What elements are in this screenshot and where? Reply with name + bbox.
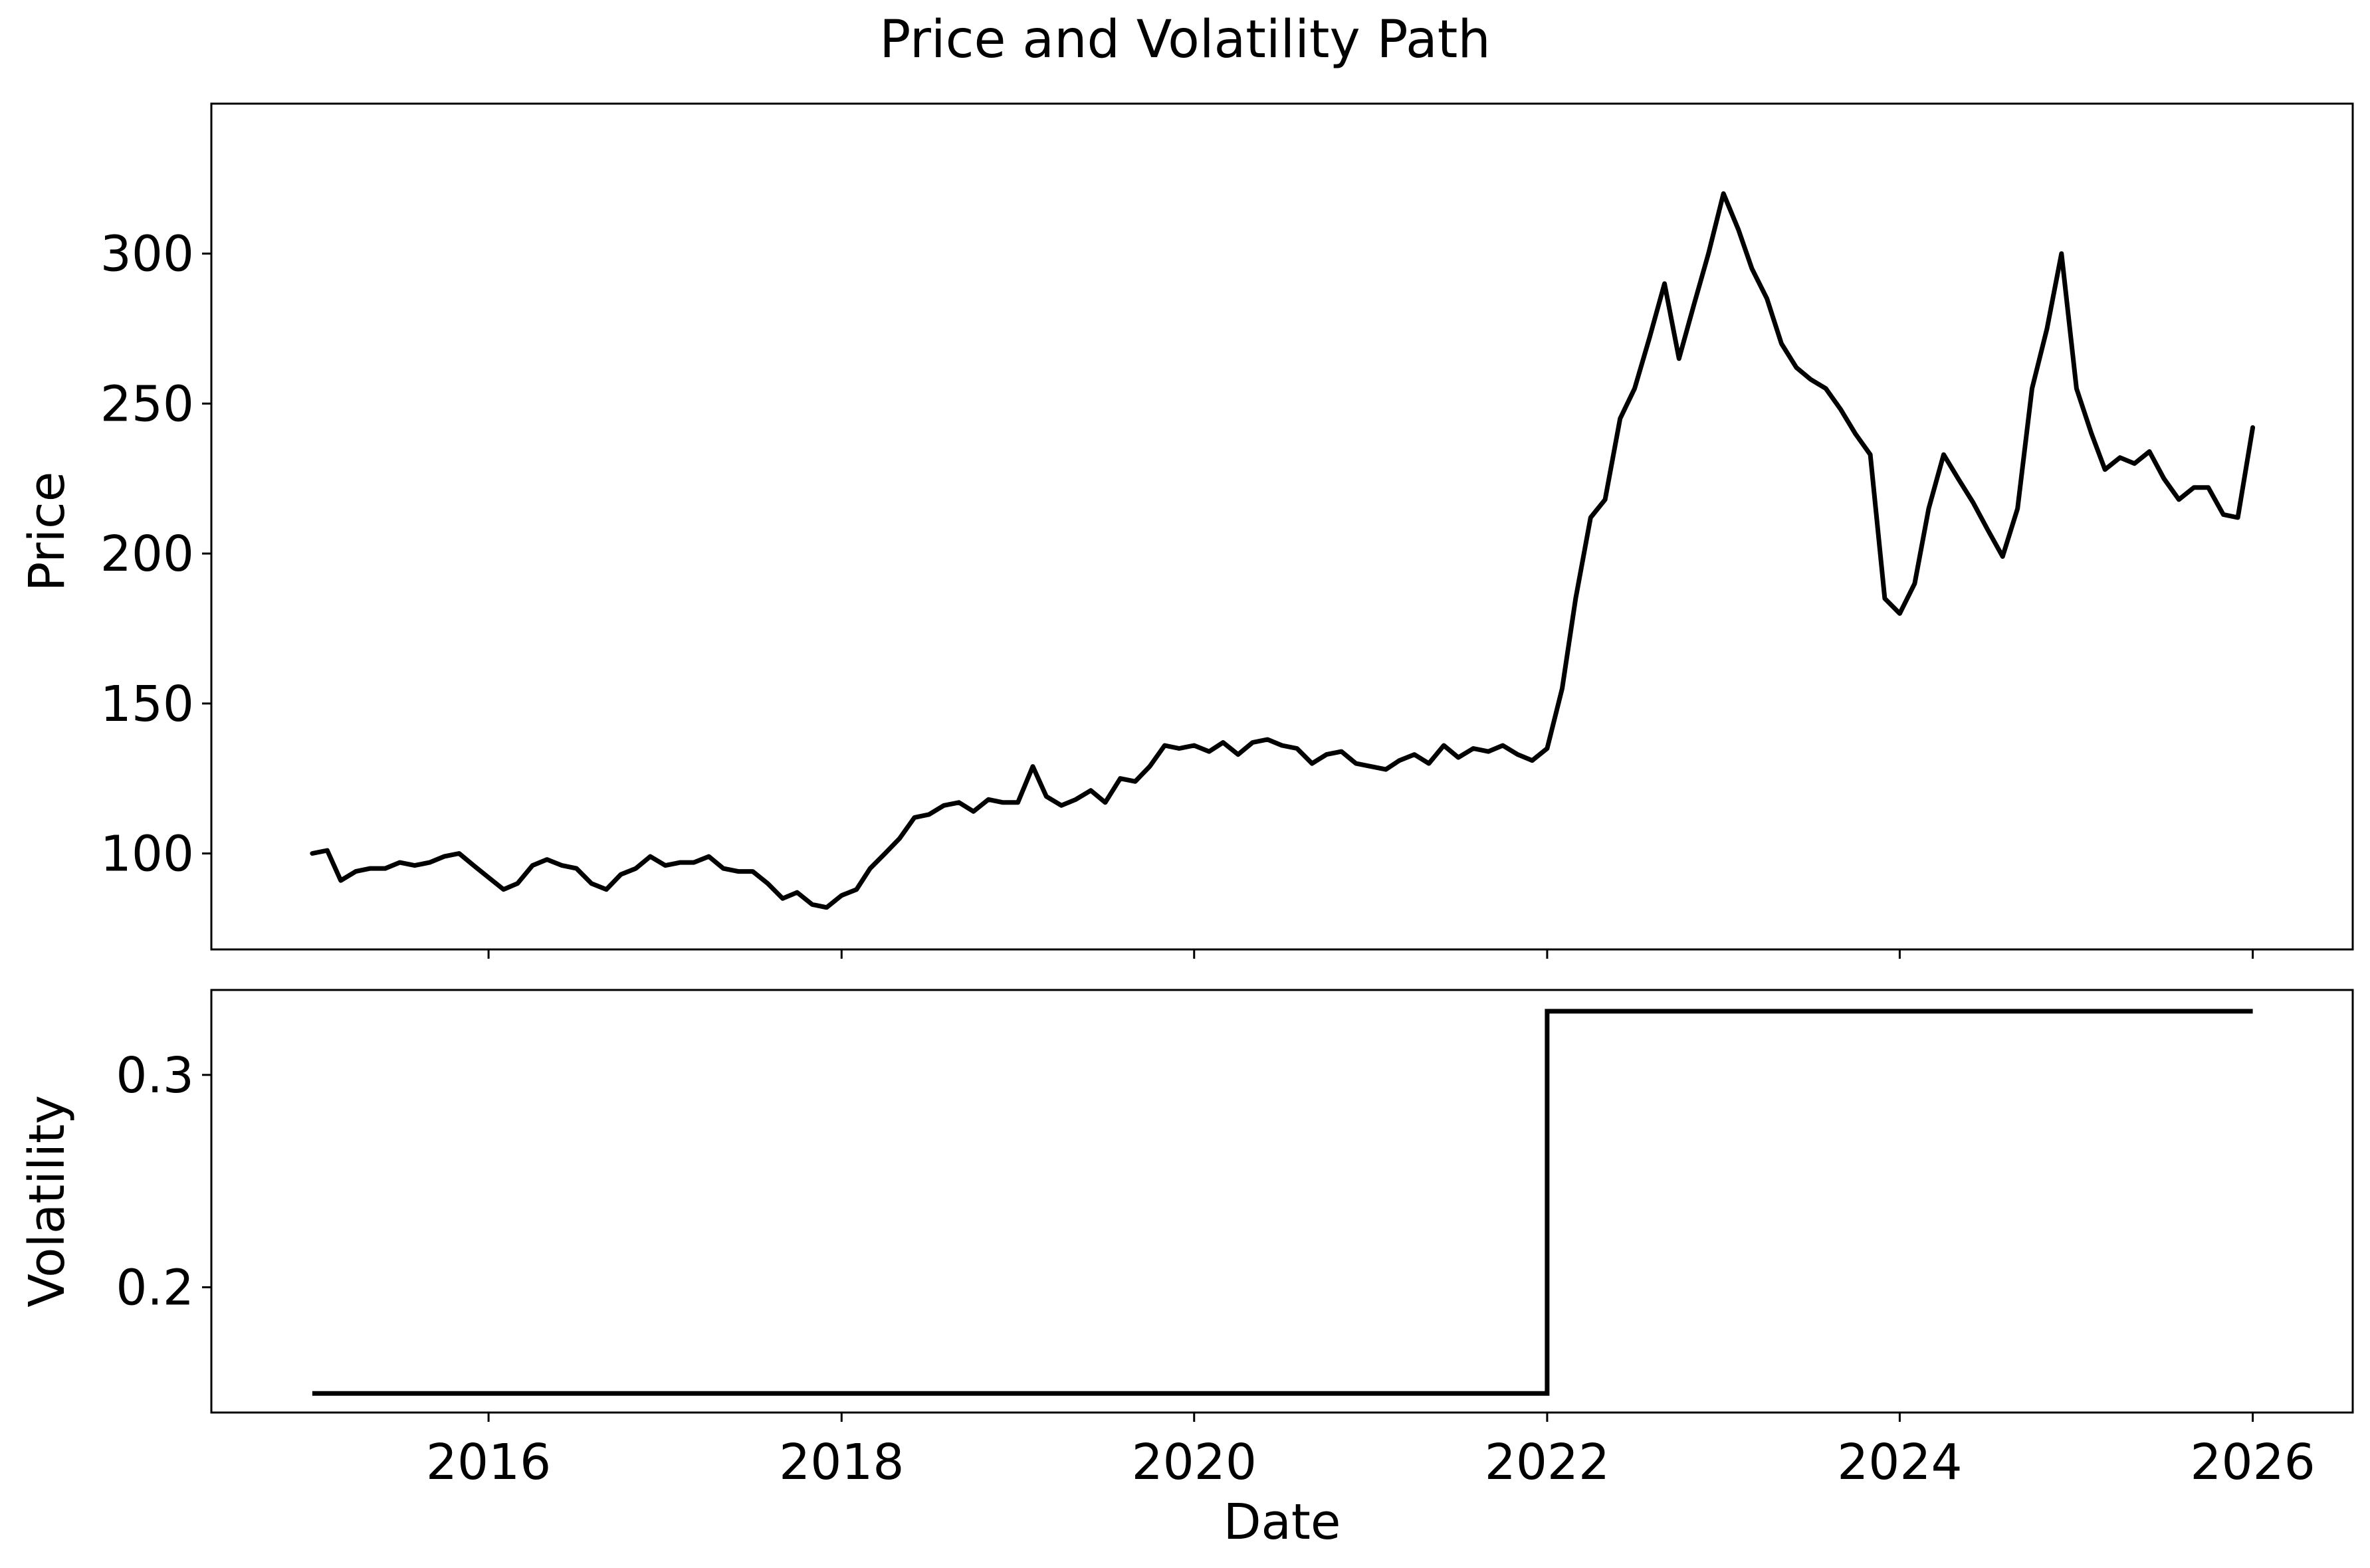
date-x-tick-label: 2026: [2190, 1434, 2315, 1491]
volatility-panel: 0.2 0.3 2016 2018 2020 2022 2024 2026 Volatilit…: [19, 989, 2354, 1551]
price-y-tick-label: 150: [100, 676, 194, 733]
price-series-line: [310, 191, 2256, 910]
price-axes-frame: [210, 102, 2354, 951]
date-x-tick-label: 2020: [1132, 1434, 1257, 1491]
date-x-tick-label: 2022: [1485, 1434, 1610, 1491]
price-y-tick-label: 100: [100, 826, 194, 883]
price-ticks: 100 150 200 250 300: [100, 226, 2254, 959]
price-y-tick-label: 250: [100, 375, 194, 433]
volatility-y-tick-label: 0.3: [116, 1047, 194, 1104]
volatility-series-line: [312, 1009, 2253, 1396]
date-x-tick-label: 2016: [426, 1434, 551, 1491]
date-x-tick-label: 2018: [779, 1434, 904, 1491]
volatility-y-axis-label: Volatility: [19, 1095, 76, 1308]
date-x-tick-label: 2024: [1837, 1434, 1962, 1491]
date-x-axis-label: Date: [1224, 1494, 1341, 1551]
price-y-tick-label: 300: [100, 226, 194, 283]
volatility-ticks: 0.2 0.3 2016 2018 2020 2022 2024 2026: [116, 1047, 2315, 1491]
price-y-tick-label: 200: [100, 526, 194, 583]
volatility-axes-frame: [210, 989, 2354, 1414]
price-y-axis-label: Price: [19, 472, 76, 592]
figure-title: Price and Volatility Path: [879, 10, 1491, 70]
price-panel: 100 150 200 250 300 Price: [19, 102, 2354, 959]
volatility-y-tick-label: 0.2: [116, 1259, 194, 1316]
